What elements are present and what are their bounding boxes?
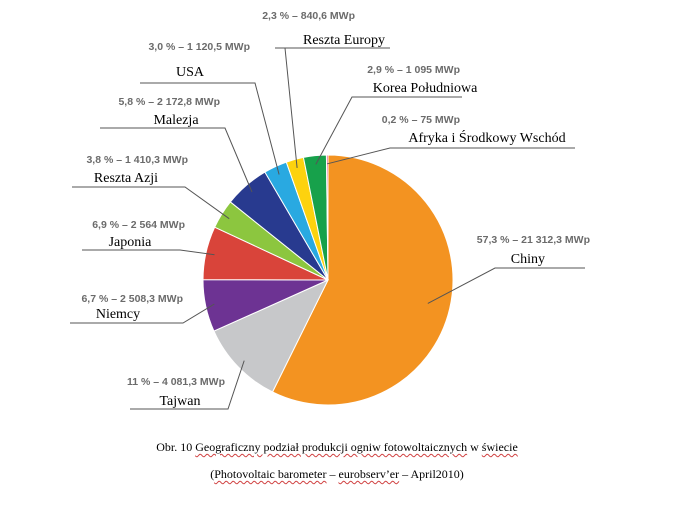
leader-line-afryka-i-srodkowy-wschod xyxy=(327,147,575,165)
figure-caption-line-1: Obr. 10 Geograficzny podział produkcji o… xyxy=(0,440,674,455)
caption-title: Geograficzny podział produkcji ogniw fot… xyxy=(195,440,468,454)
leader-line-reszta-azji xyxy=(72,186,230,220)
value-label-tajwan: 11 % – 4 081,3 MWp xyxy=(127,376,225,388)
value-label-reszta-azji: 3,8 % – 1 410,3 MWp xyxy=(86,154,188,166)
leader-line-malezja xyxy=(100,127,253,193)
name-label-afryka-i-srodkowy-wschod: Afryka i Środkowy Wschód xyxy=(408,129,565,146)
value-label-usa: 3,0 % – 1 120,5 MWp xyxy=(148,41,250,53)
leader-line-niemcy xyxy=(70,303,215,324)
name-label-niemcy: Niemcy xyxy=(96,307,140,322)
caption-mid: w xyxy=(467,440,482,454)
name-label-japonia: Japonia xyxy=(109,235,153,250)
value-label-japonia: 6,9 % – 2 564 MWp xyxy=(92,219,185,231)
value-label-niemcy: 6,7 % – 2 508,3 MWp xyxy=(81,293,183,305)
value-label-korea-poludniowa: 2,9 % – 1 095 MWp xyxy=(367,64,460,76)
source-name: Photovoltaic barometer xyxy=(214,467,327,481)
name-label-chiny: Chiny xyxy=(511,252,545,267)
value-label-reszta-europy: 2,3 % – 840,6 MWp xyxy=(262,10,355,22)
value-label-afryka-i-srodkowy-wschod: 0,2 % – 75 MWp xyxy=(382,114,460,126)
value-label-malezja: 5,8 % – 2 172,8 MWp xyxy=(118,96,220,108)
pie-slice-tajwan xyxy=(213,278,330,393)
name-label-korea-poludniowa: Korea Południowa xyxy=(373,81,478,96)
pie-chart: 57,3 % – 21 312,3 MWp Chiny 11 % – 4 081,3… xyxy=(70,10,590,410)
source-sep: – xyxy=(326,467,339,481)
leader-line-korea-poludniowa xyxy=(315,96,462,165)
pie-slice-afryka-i-srodkowy-wschod xyxy=(325,154,329,281)
source-publisher: eurobserv’er xyxy=(338,467,400,481)
leader-line-tajwan xyxy=(130,360,245,410)
source-prefix: ( xyxy=(210,467,215,481)
leader-line-chiny xyxy=(427,267,585,304)
pie-slice-chiny xyxy=(271,154,454,406)
name-label-malezja: Malezja xyxy=(153,113,199,128)
value-label-chiny: 57,3 % – 21 312,3 MWp xyxy=(477,234,590,246)
caption-end: świecie xyxy=(481,440,518,454)
name-label-tajwan: Tajwan xyxy=(159,394,200,409)
source-date: – April2010) xyxy=(399,467,464,481)
name-label-reszta-europy: Reszta Europy xyxy=(303,33,385,48)
name-label-usa: USA xyxy=(176,65,205,80)
name-label-reszta-azji: Reszta Azji xyxy=(94,171,158,186)
leader-line-usa xyxy=(140,82,280,175)
caption-prefix: Obr. 10 xyxy=(156,440,196,454)
leader-line-japonia xyxy=(82,249,215,256)
figure-caption-line-2: (Photovoltaic barometer – eurobserv’er –… xyxy=(0,467,674,482)
leader-line-reszta-europy xyxy=(275,47,390,168)
